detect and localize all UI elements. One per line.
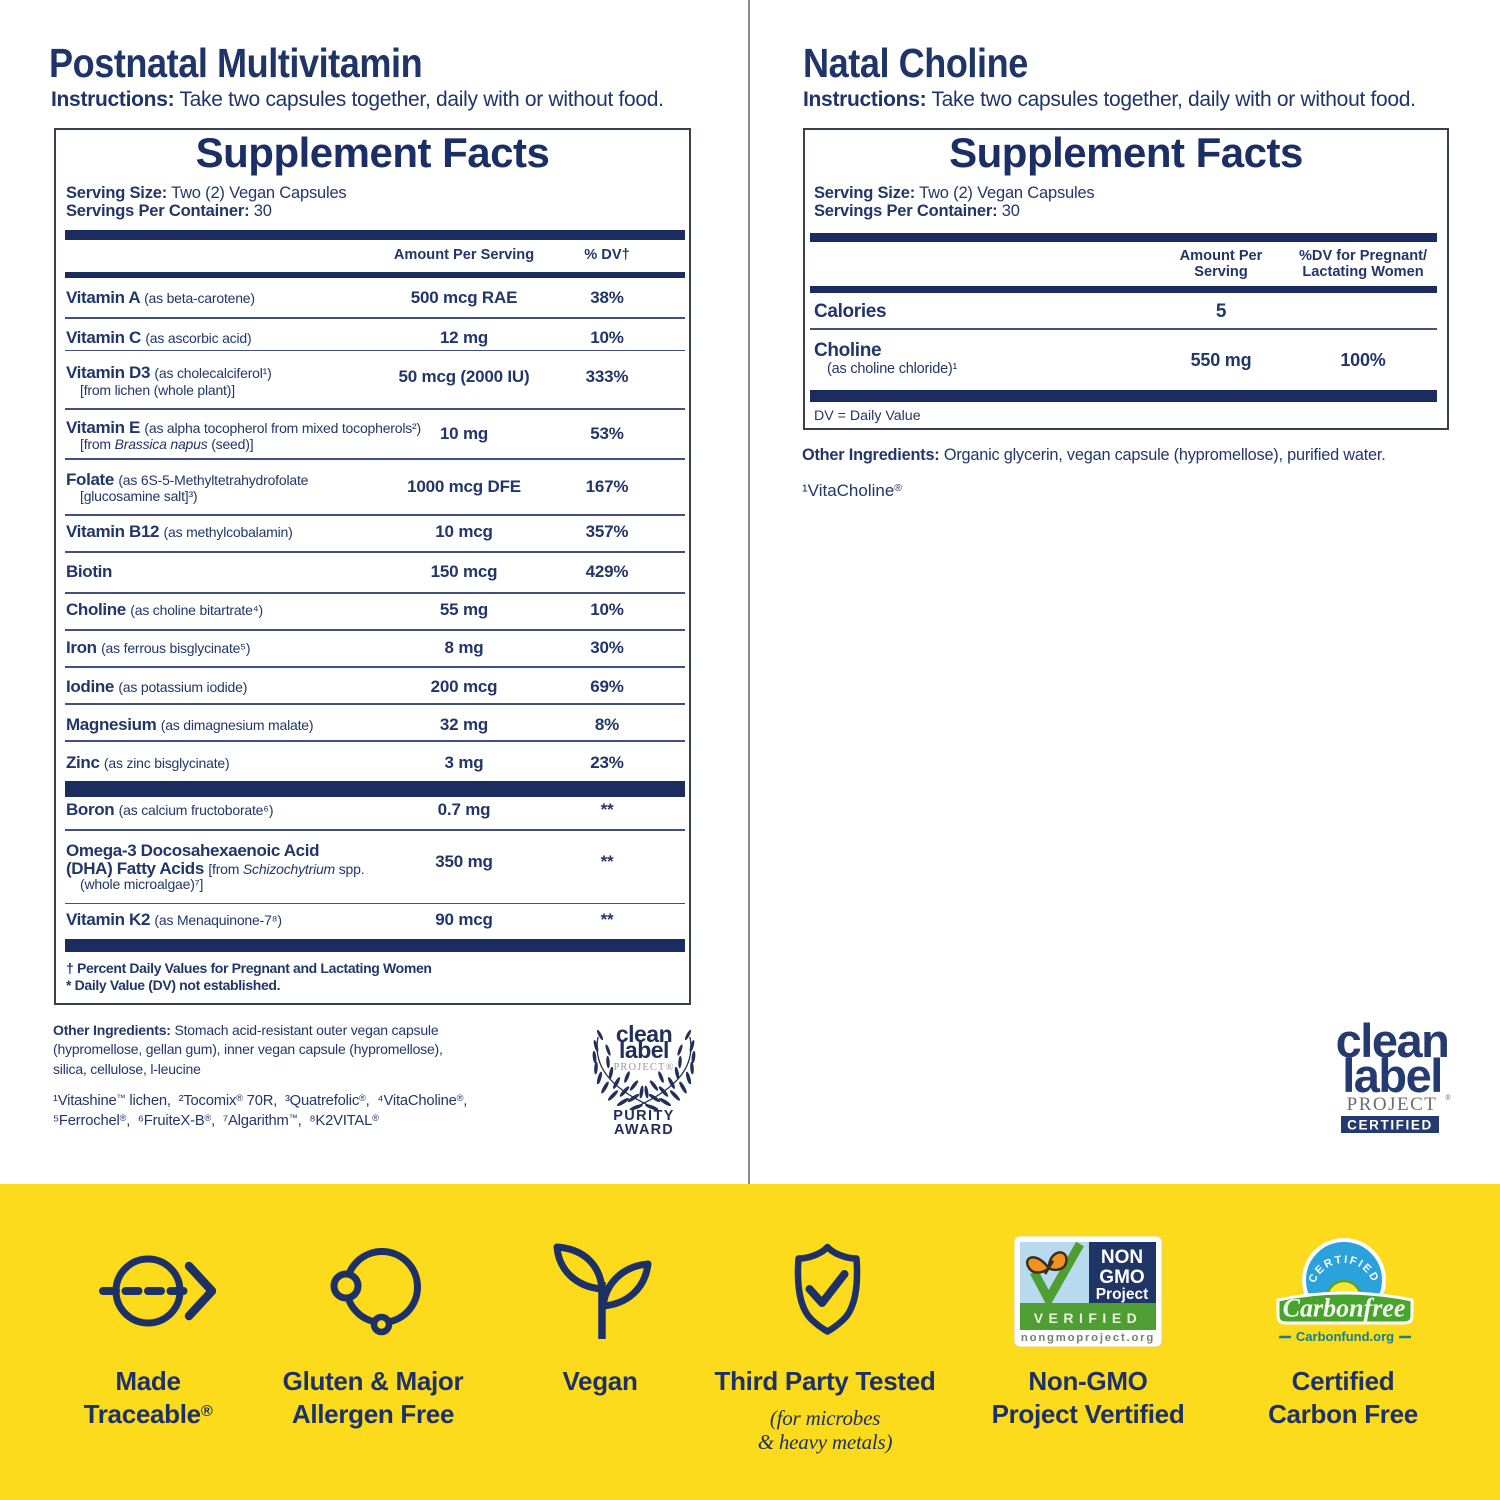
svg-text:label: label [1342,1049,1442,1102]
svg-text:CERTIFIED: CERTIFIED [1347,1118,1433,1133]
svg-text:nongmoproject.org: nongmoproject.org [1021,1332,1155,1344]
svg-text:Carbonfund.org: Carbonfund.org [1296,1329,1394,1344]
svg-text:VERIFIED: VERIFIED [1034,1310,1143,1326]
svg-text:Carbonfree: Carbonfree [1283,1294,1406,1323]
svg-text:Project: Project [1096,1286,1149,1303]
svg-text:®: ® [1445,1093,1451,1102]
svg-text:clean: clean [616,1021,672,1047]
svg-text:PURITY: PURITY [613,1108,675,1124]
svg-text:clean: clean [1336,1018,1449,1067]
svg-text:NON: NON [1101,1247,1143,1268]
svg-text:PROJECT: PROJECT [1347,1094,1438,1115]
svg-text:GMO: GMO [1099,1267,1144,1288]
svg-text:label: label [619,1037,669,1063]
svg-text:AWARD: AWARD [614,1122,674,1138]
svg-text:PROJECT®: PROJECT® [613,1062,674,1073]
